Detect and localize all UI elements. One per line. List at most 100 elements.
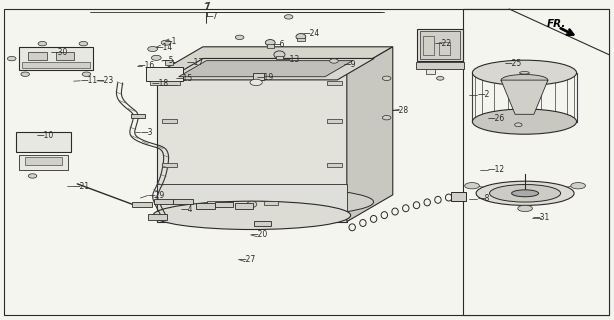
- Text: —23: —23: [97, 76, 114, 85]
- Bar: [416, 62, 464, 69]
- Polygon shape: [179, 61, 352, 77]
- Bar: [327, 163, 342, 167]
- Text: —12: —12: [488, 165, 505, 174]
- Bar: [297, 38, 305, 42]
- Bar: [162, 81, 176, 85]
- Bar: [19, 47, 93, 70]
- Text: —26: —26: [488, 114, 505, 123]
- Bar: [147, 67, 183, 82]
- Ellipse shape: [501, 75, 548, 86]
- Ellipse shape: [518, 205, 532, 212]
- Text: —25: —25: [505, 59, 522, 68]
- Bar: [451, 192, 466, 201]
- Bar: [56, 52, 74, 60]
- Bar: [327, 81, 342, 85]
- Bar: [162, 163, 176, 167]
- Bar: [25, 157, 62, 165]
- Polygon shape: [166, 59, 374, 80]
- Ellipse shape: [161, 40, 171, 45]
- Bar: [165, 60, 173, 65]
- Ellipse shape: [476, 181, 574, 205]
- Text: —24: —24: [303, 29, 320, 38]
- Text: —27: —27: [238, 255, 255, 264]
- Bar: [162, 119, 176, 123]
- Text: —7: —7: [206, 12, 219, 21]
- Text: —29: —29: [148, 191, 165, 200]
- Bar: [418, 29, 463, 61]
- Ellipse shape: [176, 188, 373, 216]
- Ellipse shape: [21, 72, 29, 76]
- Ellipse shape: [437, 76, 444, 80]
- Text: —2: —2: [477, 90, 490, 99]
- Bar: [276, 56, 283, 60]
- Text: —6: —6: [273, 40, 285, 49]
- Bar: [235, 204, 253, 209]
- Ellipse shape: [472, 60, 577, 85]
- Ellipse shape: [250, 79, 262, 85]
- Bar: [424, 36, 435, 55]
- Text: —30: —30: [51, 48, 68, 57]
- Ellipse shape: [571, 183, 586, 189]
- Bar: [133, 202, 152, 207]
- Bar: [206, 201, 221, 204]
- Ellipse shape: [152, 55, 161, 60]
- Text: —16: —16: [138, 61, 155, 70]
- Ellipse shape: [148, 46, 158, 52]
- Text: —18: —18: [152, 79, 168, 88]
- Polygon shape: [157, 47, 393, 74]
- Text: —22: —22: [435, 39, 451, 48]
- Text: —19: —19: [257, 73, 274, 82]
- Ellipse shape: [383, 76, 391, 81]
- Bar: [173, 199, 193, 204]
- Text: 7: 7: [204, 2, 210, 11]
- Text: —10: —10: [36, 132, 53, 140]
- Text: —15: —15: [175, 75, 193, 84]
- Text: —17: —17: [186, 58, 204, 67]
- Ellipse shape: [489, 185, 561, 202]
- Polygon shape: [157, 74, 347, 222]
- Ellipse shape: [247, 201, 257, 207]
- Text: —28: —28: [392, 106, 409, 115]
- Text: —21: —21: [73, 181, 90, 190]
- Text: —8: —8: [477, 194, 490, 203]
- Bar: [16, 132, 71, 152]
- Ellipse shape: [274, 51, 285, 59]
- Text: —14: —14: [156, 43, 173, 52]
- Text: —13: —13: [282, 55, 300, 64]
- Bar: [254, 221, 271, 226]
- Ellipse shape: [519, 72, 529, 74]
- Ellipse shape: [265, 40, 275, 46]
- Bar: [195, 204, 215, 209]
- Ellipse shape: [38, 42, 47, 46]
- Bar: [263, 201, 278, 204]
- Bar: [421, 31, 460, 60]
- Polygon shape: [501, 80, 548, 114]
- Ellipse shape: [472, 109, 577, 134]
- Text: —5: —5: [162, 56, 174, 66]
- Ellipse shape: [235, 35, 244, 40]
- Text: —31: —31: [532, 213, 550, 222]
- Text: —20: —20: [251, 230, 268, 239]
- Bar: [253, 73, 264, 80]
- Polygon shape: [347, 47, 393, 222]
- Bar: [148, 214, 168, 220]
- Text: —3: —3: [141, 128, 153, 137]
- Ellipse shape: [511, 190, 538, 197]
- Ellipse shape: [82, 72, 91, 76]
- Bar: [28, 52, 47, 60]
- Ellipse shape: [28, 174, 37, 178]
- Bar: [439, 42, 449, 55]
- Ellipse shape: [515, 123, 522, 127]
- Bar: [19, 155, 68, 170]
- Ellipse shape: [284, 15, 293, 19]
- Text: —1: —1: [165, 36, 177, 46]
- Bar: [150, 81, 180, 85]
- Text: —11: —11: [80, 76, 98, 85]
- Bar: [157, 184, 347, 215]
- Bar: [215, 202, 233, 207]
- Text: —4: —4: [180, 205, 193, 214]
- Text: 7: 7: [203, 3, 209, 12]
- Ellipse shape: [296, 34, 306, 40]
- Ellipse shape: [7, 56, 16, 61]
- Ellipse shape: [79, 42, 88, 46]
